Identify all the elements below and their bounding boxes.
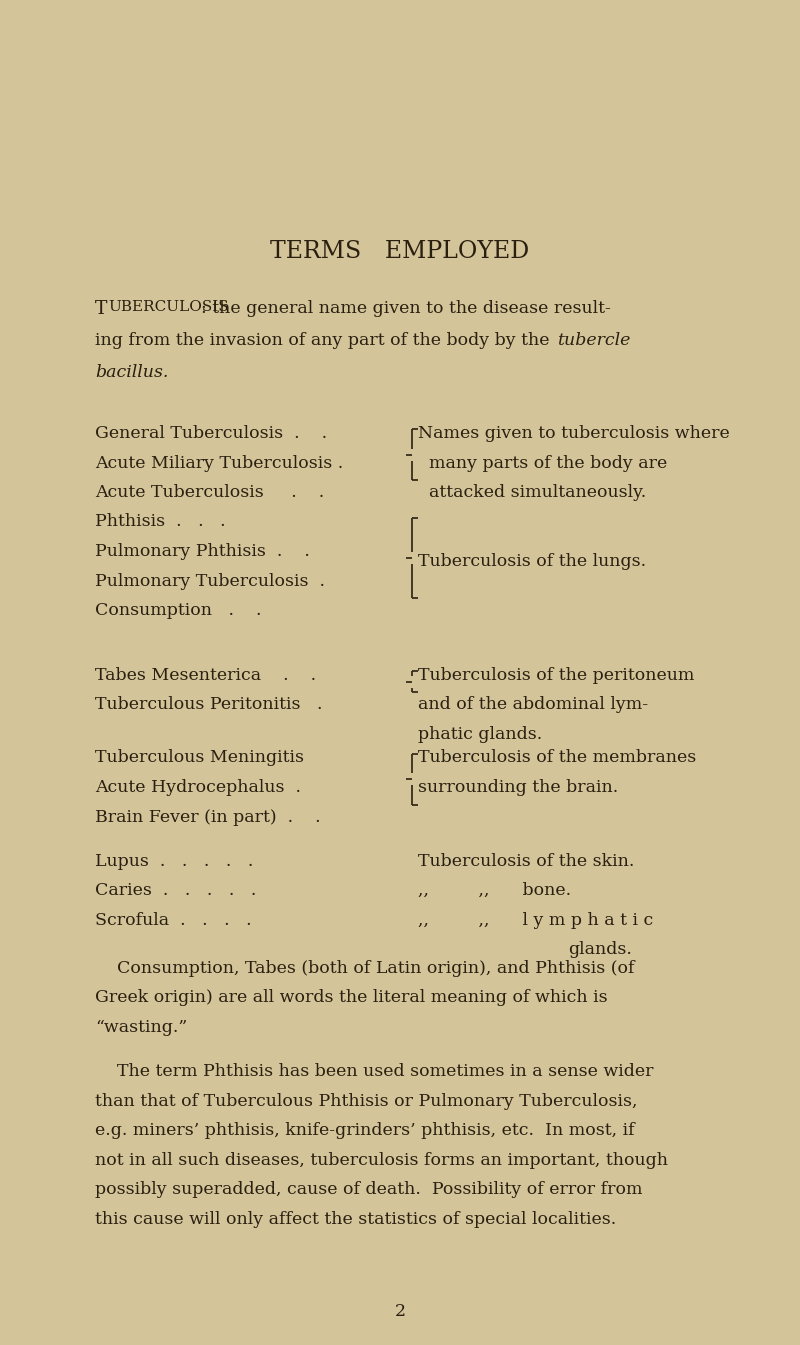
Text: Brain Fever (in part)  .    .: Brain Fever (in part) . . [95,808,321,826]
Text: e.g. miners’ phthisis, knife-grinders’ phthisis, etc.  In most, if: e.g. miners’ phthisis, knife-grinders’ p… [95,1122,634,1139]
Text: Acute Miliary Tuberculosis .: Acute Miliary Tuberculosis . [95,455,343,472]
Text: Consumption   .    .: Consumption . . [95,603,262,619]
Text: and of the abdominal lym-: and of the abdominal lym- [418,697,648,713]
Text: The term Phthisis has been used sometimes in a sense wider: The term Phthisis has been used sometime… [95,1064,654,1080]
Text: Greek origin) are all words the literal meaning of which is: Greek origin) are all words the literal … [95,990,608,1006]
Text: ing from the invasion of any part of the body by the: ing from the invasion of any part of the… [95,332,555,348]
Text: TERMS EMPLOYED: TERMS EMPLOYED [270,239,530,264]
Text: UBERCULOSIS: UBERCULOSIS [108,300,229,313]
Text: many parts of the body are: many parts of the body are [418,455,667,472]
Text: Tuberculosis of the membranes: Tuberculosis of the membranes [418,749,696,767]
Text: 2: 2 [394,1303,406,1319]
Text: Tuberculosis of the skin.: Tuberculosis of the skin. [418,853,634,870]
Text: Tuberculous Peritonitis   .: Tuberculous Peritonitis . [95,697,322,713]
Text: “wasting.”: “wasting.” [95,1020,187,1036]
Text: Acute Hydrocephalus  .: Acute Hydrocephalus . [95,779,301,796]
Text: Acute Tuberculosis     .    .: Acute Tuberculosis . . [95,484,324,500]
Text: ,,         ,,      bone.: ,, ,, bone. [418,882,571,900]
Text: Lupus  .   .   .   .   .: Lupus . . . . . [95,853,254,870]
Text: this cause will only affect the statistics of special localities.: this cause will only affect the statisti… [95,1210,616,1228]
Text: Names given to tuberculosis where: Names given to tuberculosis where [418,425,730,443]
Text: tubercle: tubercle [557,332,630,348]
Text: : the general name given to the disease result-: : the general name given to the disease … [201,300,611,317]
Text: Tabes Mesenterica    .    .: Tabes Mesenterica . . [95,667,316,683]
Text: Pulmonary Tuberculosis  .: Pulmonary Tuberculosis . [95,573,325,589]
Text: glands.: glands. [568,941,632,958]
Text: T: T [95,300,107,317]
Text: attacked simultaneously.: attacked simultaneously. [418,484,646,500]
Text: not in all such diseases, tuberculosis forms an important, though: not in all such diseases, tuberculosis f… [95,1151,668,1169]
Text: General Tuberculosis  .    .: General Tuberculosis . . [95,425,327,443]
Text: than that of Tuberculous Phthisis or Pulmonary Tuberculosis,: than that of Tuberculous Phthisis or Pul… [95,1092,638,1110]
Text: ,,         ,,      l y m p h a t i c: ,, ,, l y m p h a t i c [418,912,654,929]
Text: surrounding the brain.: surrounding the brain. [418,779,618,796]
Text: Tuberculosis of the peritoneum: Tuberculosis of the peritoneum [418,667,694,683]
Text: Tuberculous Meningitis: Tuberculous Meningitis [95,749,304,767]
Text: possibly superadded, cause of death.  Possibility of error from: possibly superadded, cause of death. Pos… [95,1181,642,1198]
Text: bacillus.: bacillus. [95,364,168,381]
Text: Caries  .   .   .   .   .: Caries . . . . . [95,882,256,900]
Text: Phthisis  .   .   .: Phthisis . . . [95,514,226,530]
Text: Scrofula  .   .   .   .: Scrofula . . . . [95,912,252,929]
Text: Tuberculosis of the lungs.: Tuberculosis of the lungs. [418,553,646,570]
Text: Pulmonary Phthisis  .    .: Pulmonary Phthisis . . [95,543,310,560]
Text: Consumption, Tabes (both of Latin origin), and Phthisis (of: Consumption, Tabes (both of Latin origin… [95,960,634,976]
Text: phatic glands.: phatic glands. [418,726,542,742]
